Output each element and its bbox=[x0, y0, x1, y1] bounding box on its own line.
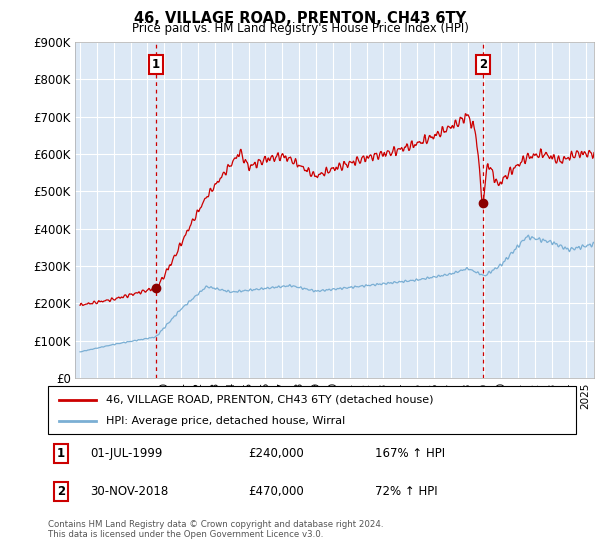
Text: 46, VILLAGE ROAD, PRENTON, CH43 6TY: 46, VILLAGE ROAD, PRENTON, CH43 6TY bbox=[134, 11, 466, 26]
Text: 46, VILLAGE ROAD, PRENTON, CH43 6TY (detached house): 46, VILLAGE ROAD, PRENTON, CH43 6TY (det… bbox=[106, 395, 434, 405]
Text: £240,000: £240,000 bbox=[248, 447, 304, 460]
Text: HPI: Average price, detached house, Wirral: HPI: Average price, detached house, Wirr… bbox=[106, 416, 346, 426]
Text: Price paid vs. HM Land Registry's House Price Index (HPI): Price paid vs. HM Land Registry's House … bbox=[131, 22, 469, 35]
Text: 72% ↑ HPI: 72% ↑ HPI bbox=[376, 485, 438, 498]
Text: 2: 2 bbox=[57, 485, 65, 498]
Text: 01-JUL-1999: 01-JUL-1999 bbox=[90, 447, 163, 460]
Text: 30-NOV-2018: 30-NOV-2018 bbox=[90, 485, 169, 498]
Text: 2: 2 bbox=[479, 58, 487, 71]
Text: £470,000: £470,000 bbox=[248, 485, 304, 498]
Text: 1: 1 bbox=[152, 58, 160, 71]
Text: 167% ↑ HPI: 167% ↑ HPI bbox=[376, 447, 445, 460]
Text: Contains HM Land Registry data © Crown copyright and database right 2024.
This d: Contains HM Land Registry data © Crown c… bbox=[48, 520, 383, 539]
Text: 1: 1 bbox=[57, 447, 65, 460]
